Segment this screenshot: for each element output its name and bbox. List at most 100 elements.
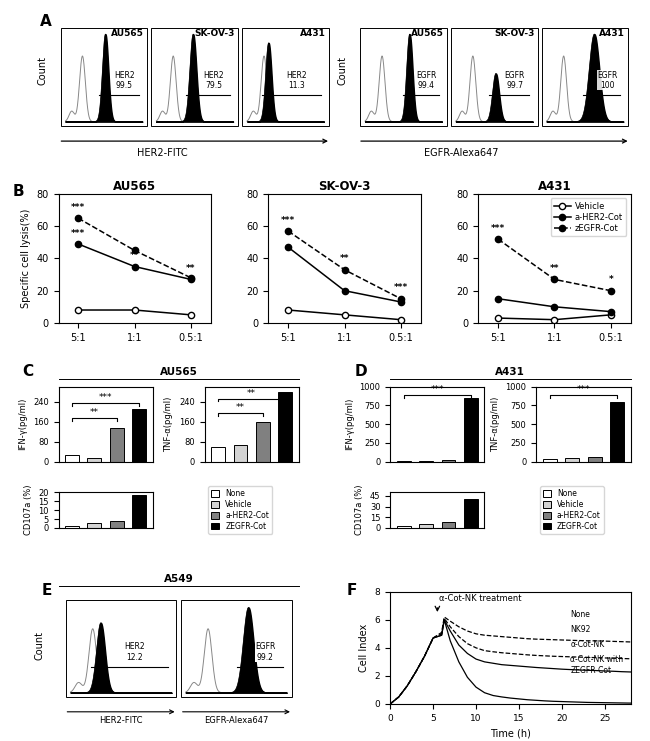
Text: **: ** [130, 251, 139, 260]
Legend: None, NK92, α-Cot-NK, α-Cot-NK with
ZEGFR-Cot: None, NK92, α-Cot-NK, α-Cot-NK with ZEGF… [565, 607, 627, 678]
Text: **: ** [90, 408, 99, 417]
α-Cot-NK [524, 662, 532, 671]
NK92 [627, 654, 634, 663]
NK92 [592, 654, 600, 662]
Text: SK-OV-3: SK-OV-3 [494, 29, 534, 39]
Text: ***: *** [71, 203, 85, 212]
Bar [233, 445, 248, 462]
None [541, 635, 549, 644]
Y-axis label: TNF-α(pg/ml): TNF-α(pg/ml) [164, 396, 174, 452]
Bar [610, 402, 624, 462]
α-Cot-NK [567, 665, 575, 674]
Text: EGFR
99.4: EGFR 99.4 [416, 70, 437, 90]
α-Cot-NK [440, 615, 448, 624]
NK92 [455, 632, 463, 641]
NK92 [601, 654, 608, 662]
Line: None: None [390, 617, 630, 704]
α-Cot-NK with
ZEGFR-Cot [463, 673, 471, 682]
Text: HER2-FITC: HER2-FITC [136, 147, 187, 158]
NK92 [429, 634, 437, 642]
Text: HER2
79.5: HER2 79.5 [203, 70, 224, 90]
Bar [441, 522, 456, 528]
α-Cot-NK with
ZEGFR-Cot [489, 691, 497, 700]
α-Cot-NK with
ZEGFR-Cot [610, 698, 617, 707]
α-Cot-NK with
ZEGFR-Cot [549, 697, 557, 705]
α-Cot-NK with
ZEGFR-Cot [421, 652, 428, 661]
α-Cot-NK [463, 649, 471, 658]
α-Cot-NK with
ZEGFR-Cot [618, 699, 626, 708]
Bar [543, 459, 556, 462]
Line: α-Cot-NK with
ZEGFR-Cot: α-Cot-NK with ZEGFR-Cot [390, 619, 630, 704]
Text: ***: *** [99, 393, 112, 402]
None [412, 667, 420, 676]
Bar [60, 27, 147, 126]
α-Cot-NK with
ZEGFR-Cot [386, 700, 394, 708]
None [437, 628, 445, 637]
Line: NK92: NK92 [390, 619, 630, 704]
α-Cot-NK [618, 667, 626, 676]
α-Cot-NK with
ZEGFR-Cot [498, 693, 506, 702]
Bar [66, 599, 176, 697]
α-Cot-NK [472, 654, 480, 663]
NK92 [610, 654, 617, 662]
NK92 [404, 681, 411, 690]
α-Cot-NK [498, 660, 506, 669]
α-Cot-NK with
ZEGFR-Cot [440, 615, 448, 624]
α-Cot-NK with
ZEGFR-Cot [437, 631, 445, 639]
α-Cot-NK [532, 663, 540, 672]
Title: A431: A431 [538, 180, 571, 193]
NK92 [412, 667, 420, 676]
Text: ***: *** [577, 385, 590, 394]
Bar [88, 522, 101, 528]
α-Cot-NK with
ZEGFR-Cot [472, 682, 480, 691]
NK92 [506, 649, 514, 658]
Bar [65, 526, 79, 528]
α-Cot-NK [489, 659, 497, 668]
Text: HER2
11.3: HER2 11.3 [287, 70, 307, 90]
Text: D: D [354, 364, 367, 379]
Bar [588, 457, 601, 462]
None [618, 637, 626, 646]
Text: Count: Count [34, 631, 44, 660]
NK92 [395, 693, 402, 702]
α-Cot-NK [386, 700, 394, 708]
α-Cot-NK with
ZEGFR-Cot [584, 698, 592, 707]
Y-axis label: CD107a (%): CD107a (%) [23, 485, 32, 535]
None [440, 613, 448, 622]
None [532, 635, 540, 644]
Bar [396, 526, 411, 528]
Text: **: ** [340, 254, 349, 263]
α-Cot-NK [481, 657, 489, 666]
Bar [151, 27, 238, 126]
Text: Count: Count [38, 56, 47, 85]
NK92 [567, 652, 575, 661]
None [404, 681, 411, 690]
Bar [451, 27, 538, 126]
Bar [464, 398, 478, 462]
None [498, 632, 506, 641]
α-Cot-NK with
ZEGFR-Cot [558, 697, 566, 706]
Bar [181, 599, 292, 697]
α-Cot-NK [592, 666, 600, 675]
Text: AU565: AU565 [411, 29, 443, 39]
Text: ***: *** [430, 385, 444, 394]
Text: E: E [42, 582, 52, 598]
Bar [464, 499, 478, 528]
Y-axis label: IFN-γ(pg/ml): IFN-γ(pg/ml) [18, 398, 27, 451]
α-Cot-NK with
ZEGFR-Cot [601, 698, 608, 707]
None [524, 634, 532, 643]
Text: AU565: AU565 [111, 29, 144, 39]
None [463, 627, 471, 636]
α-Cot-NK [541, 664, 549, 673]
Bar [256, 422, 270, 462]
NK92 [440, 614, 448, 623]
Text: C: C [23, 364, 34, 379]
Y-axis label: IFN-γ(pg/ml): IFN-γ(pg/ml) [345, 398, 354, 451]
NK92 [524, 651, 532, 659]
None [386, 700, 394, 708]
None [455, 622, 463, 631]
α-Cot-NK with
ZEGFR-Cot [447, 637, 454, 645]
Bar [242, 27, 329, 126]
α-Cot-NK with
ZEGFR-Cot [524, 695, 532, 704]
Y-axis label: TNF-α(pg/ml): TNF-α(pg/ml) [491, 396, 500, 452]
